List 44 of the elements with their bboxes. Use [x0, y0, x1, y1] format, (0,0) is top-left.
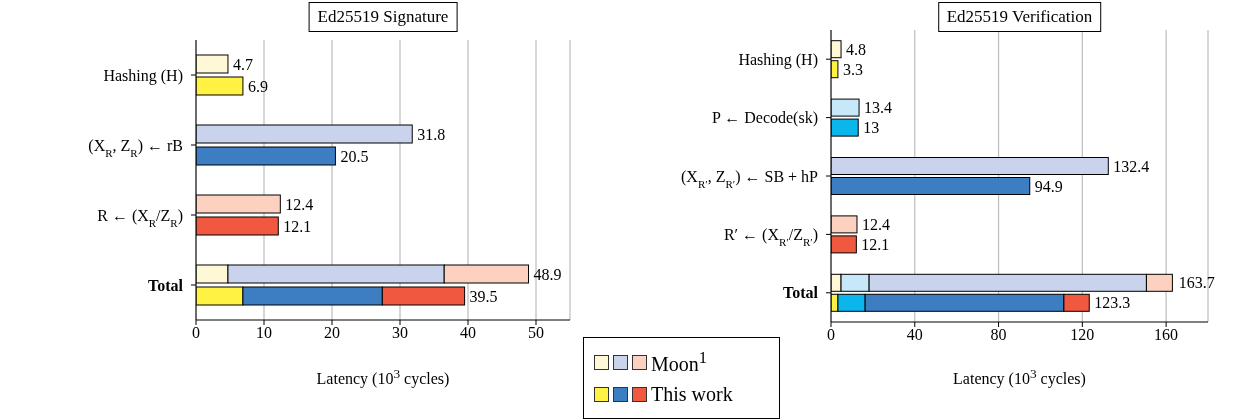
data-label: 31.8 — [417, 125, 446, 143]
x-tick-label: 0 — [827, 326, 835, 344]
annotation: 39.5 — [469, 287, 498, 305]
data-label: 132.4 — [1113, 157, 1150, 175]
x-tick-label: 20 — [324, 324, 340, 342]
data-label: 20.5 — [340, 147, 369, 165]
y-tick-label: (X$_{R′}$, Z$_{R′}$) ← SB + hP — [681, 167, 819, 190]
y-tick-label: Total — [783, 284, 819, 302]
data-label: 12.4 — [861, 216, 890, 233]
x-tick-label: 40 — [906, 326, 923, 344]
y-tick-label: Hashing (H) — [738, 50, 818, 69]
data-label: 94.9 — [1034, 177, 1063, 195]
legend-label: Moon$^{1}$ — [651, 348, 708, 376]
y-tick-label: R′ ← (X$_{R′}$/Z$_{R′}$) — [723, 226, 818, 248]
annotation: 163.7 — [1178, 274, 1215, 292]
y-tick-label: Hashing (H) — [103, 66, 183, 85]
annotation: 123.3 — [1094, 294, 1131, 312]
data-label: 12.4 — [285, 195, 314, 213]
data-label: 12.1 — [861, 236, 890, 253]
data-label: 3.3 — [842, 60, 863, 78]
data-label: 12.1 — [283, 217, 312, 235]
x-tick-label: 50 — [528, 324, 544, 342]
chart-title: Ed25519 Verification — [937, 2, 1102, 32]
y-tick-label: R ← (X$_{R}$/Z$_{R}$) — [97, 206, 183, 229]
x-tick-label: 40 — [460, 324, 476, 342]
x-axis-title: Latency (10$^{3}$ cycles) — [316, 366, 450, 389]
y-tick-label: (X$_{R}$, Z$_{R}$) ← rB — [88, 136, 183, 159]
x-tick-label: 120 — [1070, 326, 1095, 344]
legend-label: This work — [651, 382, 733, 406]
data-label: 4.8 — [846, 40, 867, 58]
data-label: 13 — [863, 119, 880, 137]
x-tick-label: 10 — [256, 324, 272, 342]
x-axis-title: Latency (10$^{3}$ cycles) — [953, 366, 1086, 389]
x-tick-label: 0 — [192, 324, 200, 342]
x-tick-label: 30 — [392, 324, 408, 342]
x-tick-label: 80 — [990, 326, 1007, 344]
data-label: 13.4 — [864, 99, 893, 117]
data-label: 6.9 — [247, 77, 268, 95]
y-tick-label: P ← Decode(sk) — [711, 109, 818, 128]
chart-title: Ed25519 Signature — [308, 2, 458, 32]
data-label: 4.7 — [232, 55, 253, 73]
annotation: 48.9 — [533, 265, 562, 283]
y-tick-label: Total — [148, 276, 184, 294]
x-tick-label: 160 — [1154, 326, 1179, 344]
